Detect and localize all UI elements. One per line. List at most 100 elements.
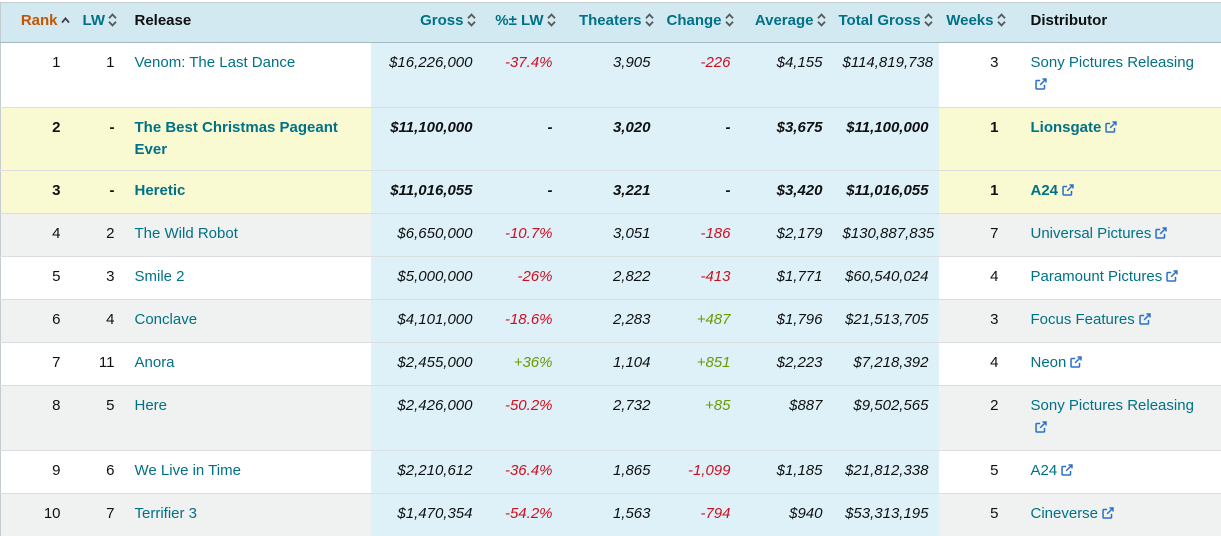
cell-pct_lw: -10.7% [483, 214, 563, 257]
cell-distributor: A24 [1013, 171, 1221, 214]
cell-gross: $2,426,000 [371, 386, 483, 451]
cell-pct_lw: -37.4% [483, 43, 563, 108]
cell-weeks: 3 [939, 300, 1013, 343]
cell-release: Anora [121, 343, 371, 386]
cell-lw: 5 [77, 386, 121, 451]
cell-pct_lw: -18.6% [483, 300, 563, 343]
cell-weeks: 3 [939, 43, 1013, 108]
column-header-change[interactable]: Change [661, 3, 741, 43]
release-link[interactable]: We Live in Time [135, 462, 241, 479]
release-link[interactable]: Anora [135, 354, 175, 371]
cell-average: $2,223 [741, 343, 833, 386]
column-header-weeks[interactable]: Weeks [939, 3, 1013, 43]
sort-both-icon [546, 12, 557, 35]
column-header-theaters[interactable]: Theaters [563, 3, 661, 43]
cell-release: Venom: The Last Dance [121, 43, 371, 108]
cell-theaters: 3,020 [563, 108, 661, 171]
cell-gross: $11,016,055 [371, 171, 483, 214]
cell-rank: 9 [1, 451, 77, 494]
release-link[interactable]: Conclave [135, 311, 198, 328]
cell-change: -186 [661, 214, 741, 257]
column-header-label: Average [755, 12, 814, 29]
cell-total_gross: $7,218,392 [833, 343, 939, 386]
cell-total_gross: $11,100,000 [833, 108, 939, 171]
cell-release: The Best Christmas Pageant Ever [121, 108, 371, 171]
cell-lw: 4 [77, 300, 121, 343]
cell-distributor: Paramount Pictures [1013, 257, 1221, 300]
cell-rank: 1 [1, 43, 77, 108]
distributor-link[interactable]: Cineverse [1031, 505, 1116, 522]
column-header-distributor: Distributor [1013, 3, 1221, 43]
distributor-link[interactable]: Sony Pictures Releasing [1031, 397, 1194, 436]
cell-distributor: Sony Pictures Releasing [1013, 43, 1221, 108]
cell-average: $887 [741, 386, 833, 451]
column-header-lw[interactable]: LW [77, 3, 121, 43]
column-header-release: Release [121, 3, 371, 43]
column-header-total_gross[interactable]: Total Gross [833, 3, 939, 43]
cell-weeks: 1 [939, 108, 1013, 171]
distributor-link[interactable]: Focus Features [1031, 311, 1152, 328]
cell-lw: 3 [77, 257, 121, 300]
cell-change: +85 [661, 386, 741, 451]
column-header-rank[interactable]: Rank [1, 3, 77, 43]
cell-average: $3,675 [741, 108, 833, 171]
cell-average: $3,420 [741, 171, 833, 214]
distributor-link[interactable]: A24 [1031, 182, 1076, 199]
table-row-new-release: 2-The Best Christmas Pageant Ever$11,100… [1, 108, 1221, 171]
release-link[interactable]: Terrifier 3 [135, 505, 198, 522]
sort-both-icon [644, 12, 655, 35]
cell-gross: $4,101,000 [371, 300, 483, 343]
external-link-icon[interactable] [1069, 354, 1083, 376]
sort-both-icon [816, 12, 827, 35]
column-header-average[interactable]: Average [741, 3, 833, 43]
release-link[interactable]: Smile 2 [135, 268, 185, 285]
sort-both-icon [107, 12, 118, 35]
release-link[interactable]: The Best Christmas Pageant Ever [135, 119, 338, 158]
release-link[interactable]: Here [135, 397, 168, 414]
distributor-link[interactable]: Sony Pictures Releasing [1031, 54, 1194, 93]
cell-gross: $5,000,000 [371, 257, 483, 300]
cell-lw: 11 [77, 343, 121, 386]
external-link-icon[interactable] [1060, 462, 1074, 484]
release-link[interactable]: Venom: The Last Dance [135, 54, 296, 71]
cell-change: - [661, 108, 741, 171]
release-link[interactable]: The Wild Robot [135, 225, 238, 242]
cell-pct_lw: - [483, 108, 563, 171]
distributor-link[interactable]: Neon [1031, 354, 1084, 371]
distributor-link[interactable]: Lionsgate [1031, 119, 1119, 136]
sort-both-icon [923, 12, 934, 35]
external-link-icon[interactable] [1034, 76, 1048, 98]
column-header-pct_lw[interactable]: %± LW [483, 3, 563, 43]
cell-weeks: 5 [939, 494, 1013, 536]
release-link[interactable]: Heretic [135, 182, 186, 199]
external-link-icon[interactable] [1104, 119, 1118, 141]
distributor-link[interactable]: A24 [1031, 462, 1075, 479]
cell-release: We Live in Time [121, 451, 371, 494]
cell-lw: 2 [77, 214, 121, 257]
cell-pct_lw: -26% [483, 257, 563, 300]
external-link-icon[interactable] [1138, 311, 1152, 333]
external-link-icon[interactable] [1061, 182, 1075, 204]
cell-distributor: Sony Pictures Releasing [1013, 386, 1221, 451]
cell-pct_lw: +36% [483, 343, 563, 386]
distributor-link[interactable]: Universal Pictures [1031, 225, 1169, 242]
cell-gross: $2,455,000 [371, 343, 483, 386]
cell-rank: 10 [1, 494, 77, 536]
cell-theaters: 3,221 [563, 171, 661, 214]
external-link-icon[interactable] [1101, 505, 1115, 527]
external-link-icon[interactable] [1154, 225, 1168, 247]
cell-rank: 5 [1, 257, 77, 300]
cell-rank: 6 [1, 300, 77, 343]
sort-both-icon [466, 12, 477, 35]
external-link-icon[interactable] [1165, 268, 1179, 290]
external-link-icon[interactable] [1034, 419, 1048, 441]
column-header-gross[interactable]: Gross [371, 3, 483, 43]
cell-gross: $2,210,612 [371, 451, 483, 494]
distributor-link[interactable]: Paramount Pictures [1031, 268, 1180, 285]
